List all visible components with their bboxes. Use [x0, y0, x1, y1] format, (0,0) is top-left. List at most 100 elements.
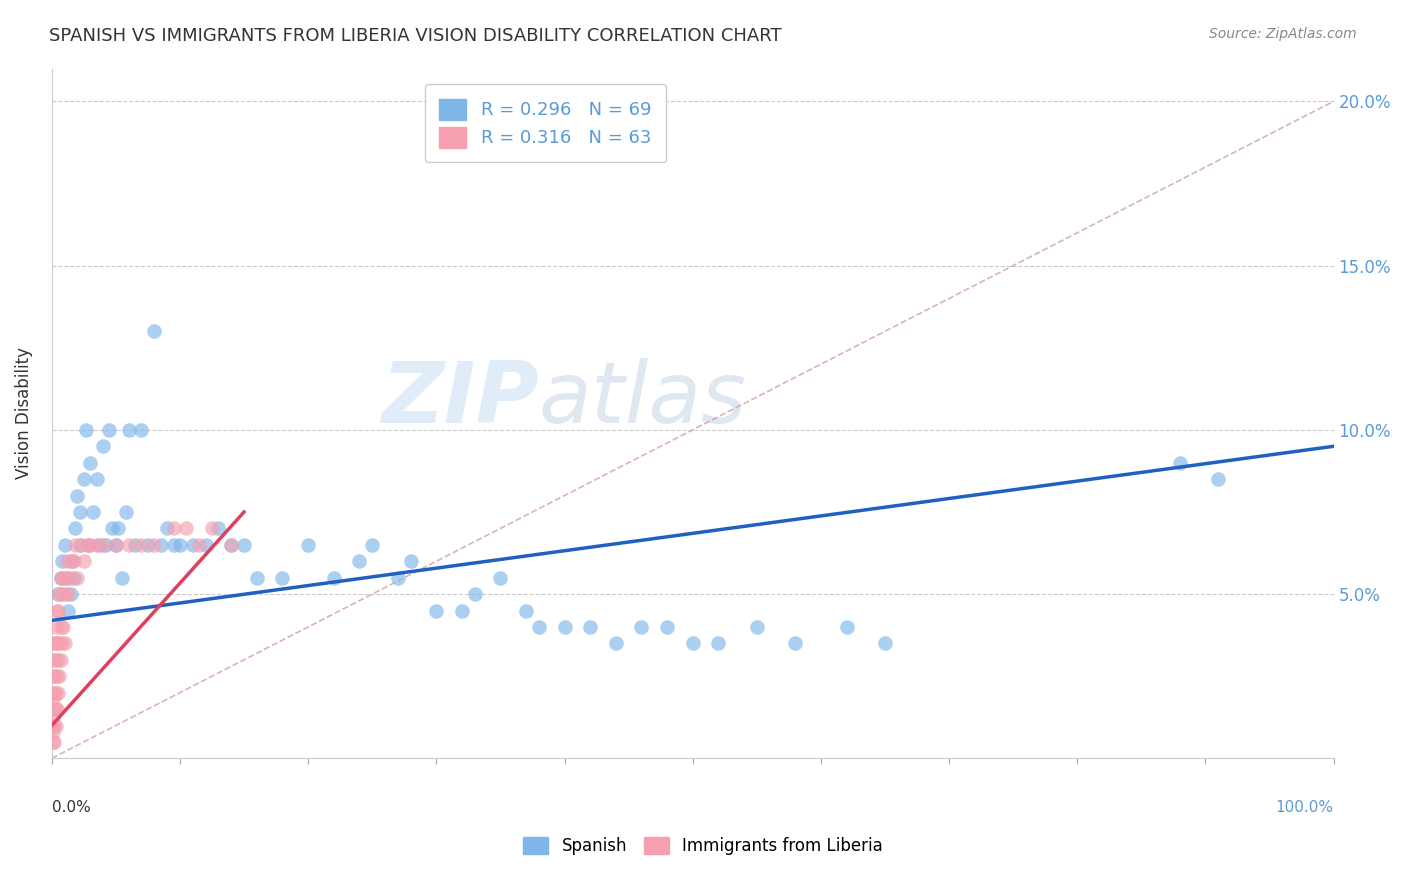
- Point: [44, 702, 66, 716]
- Point: [527, 620, 550, 634]
- Point: [489, 571, 512, 585]
- Point: [553, 620, 575, 634]
- Point: [451, 603, 474, 617]
- Point: [682, 636, 704, 650]
- Point: [111, 571, 134, 585]
- Point: [181, 538, 204, 552]
- Point: [785, 636, 807, 650]
- Point: [349, 554, 371, 568]
- Point: [46, 587, 69, 601]
- Point: [233, 538, 256, 552]
- Point: [219, 538, 242, 552]
- Point: [75, 423, 97, 437]
- Point: [707, 636, 730, 650]
- Point: [48, 669, 70, 683]
- Point: [58, 587, 80, 601]
- Point: [53, 587, 76, 601]
- Point: [107, 521, 129, 535]
- Point: [124, 538, 146, 552]
- Point: [131, 423, 153, 437]
- Point: [45, 636, 67, 650]
- Point: [44, 735, 66, 749]
- Point: [42, 718, 65, 732]
- Point: [149, 538, 172, 552]
- Point: [1206, 472, 1229, 486]
- Point: [1168, 456, 1191, 470]
- Point: [42, 669, 65, 683]
- Point: [89, 538, 111, 552]
- Point: [46, 686, 69, 700]
- Point: [59, 554, 82, 568]
- Point: [69, 538, 91, 552]
- Point: [76, 538, 98, 552]
- Point: [52, 571, 75, 585]
- Point: [63, 521, 86, 535]
- Point: [201, 521, 224, 535]
- Text: 100.0%: 100.0%: [1275, 800, 1334, 814]
- Point: [835, 620, 858, 634]
- Point: [42, 735, 65, 749]
- Point: [45, 686, 67, 700]
- Point: [101, 521, 124, 535]
- Point: [70, 538, 93, 552]
- Point: [399, 554, 422, 568]
- Point: [42, 692, 65, 706]
- Point: [605, 636, 627, 650]
- Point: [176, 521, 198, 535]
- Legend: Spanish, Immigrants from Liberia: Spanish, Immigrants from Liberia: [516, 830, 890, 862]
- Point: [69, 505, 91, 519]
- Point: [44, 669, 66, 683]
- Point: [62, 571, 84, 585]
- Point: [118, 423, 141, 437]
- Point: [464, 587, 486, 601]
- Point: [73, 554, 96, 568]
- Point: [44, 686, 66, 700]
- Point: [169, 538, 191, 552]
- Point: [162, 538, 184, 552]
- Point: [66, 571, 89, 585]
- Point: [156, 521, 179, 535]
- Text: 0.0%: 0.0%: [52, 800, 90, 814]
- Point: [45, 620, 67, 634]
- Point: [143, 538, 166, 552]
- Point: [194, 538, 217, 552]
- Point: [94, 538, 117, 552]
- Point: [60, 554, 83, 568]
- Point: [56, 554, 79, 568]
- Point: [115, 505, 138, 519]
- Point: [45, 702, 67, 716]
- Point: [45, 603, 67, 617]
- Point: [425, 603, 447, 617]
- Point: [48, 636, 70, 650]
- Point: [104, 538, 127, 552]
- Point: [387, 571, 409, 585]
- Point: [44, 653, 66, 667]
- Point: [136, 538, 159, 552]
- Point: [655, 620, 678, 634]
- Point: [49, 571, 72, 585]
- Point: [91, 538, 114, 552]
- Point: [45, 653, 67, 667]
- Point: [46, 603, 69, 617]
- Point: [79, 456, 101, 470]
- Point: [44, 718, 66, 732]
- Point: [745, 620, 768, 634]
- Point: [86, 538, 108, 552]
- Point: [45, 636, 67, 650]
- Point: [82, 505, 104, 519]
- Point: [219, 538, 242, 552]
- Point: [51, 636, 73, 650]
- Point: [873, 636, 896, 650]
- Point: [51, 554, 73, 568]
- Point: [79, 538, 101, 552]
- Point: [42, 702, 65, 716]
- Point: [104, 538, 127, 552]
- Point: [53, 538, 76, 552]
- Text: SPANISH VS IMMIGRANTS FROM LIBERIA VISION DISABILITY CORRELATION CHART: SPANISH VS IMMIGRANTS FROM LIBERIA VISIO…: [49, 27, 782, 45]
- Point: [322, 571, 344, 585]
- Point: [98, 423, 121, 437]
- Legend: R = 0.296   N = 69, R = 0.316   N = 63: R = 0.296 N = 69, R = 0.316 N = 63: [425, 85, 665, 162]
- Point: [42, 725, 65, 739]
- Point: [56, 571, 79, 585]
- Point: [48, 587, 70, 601]
